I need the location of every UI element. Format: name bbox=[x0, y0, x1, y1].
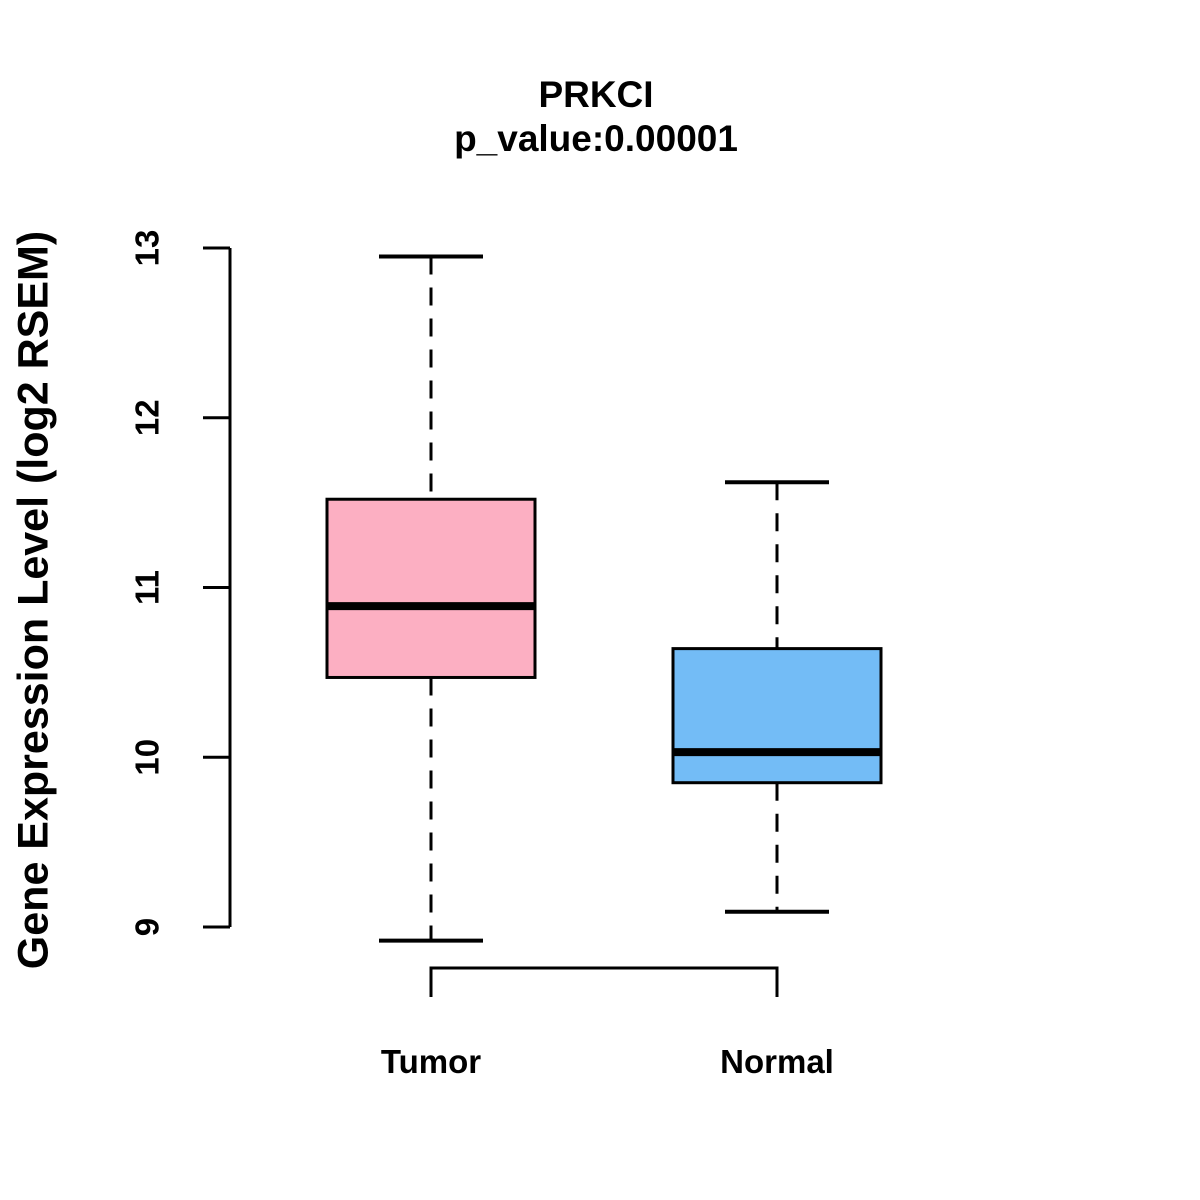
category-label-tumor: Tumor bbox=[381, 1043, 481, 1080]
x-axis-bracket bbox=[429, 966, 779, 997]
category-label-normal: Normal bbox=[720, 1043, 834, 1080]
y-axis-tick-label: 12 bbox=[129, 399, 166, 436]
y-axis-tick-label: 9 bbox=[129, 918, 166, 936]
y-axis-tick-label: 13 bbox=[129, 230, 166, 267]
box-normal bbox=[671, 647, 883, 785]
chart-subtitle: p_value:0.00001 bbox=[454, 118, 738, 159]
y-axis-tick-label: 11 bbox=[129, 570, 166, 605]
y-axis-tick-label: 10 bbox=[129, 739, 166, 776]
chart-title: PRKCI bbox=[538, 74, 654, 115]
box-tumor bbox=[325, 497, 537, 679]
